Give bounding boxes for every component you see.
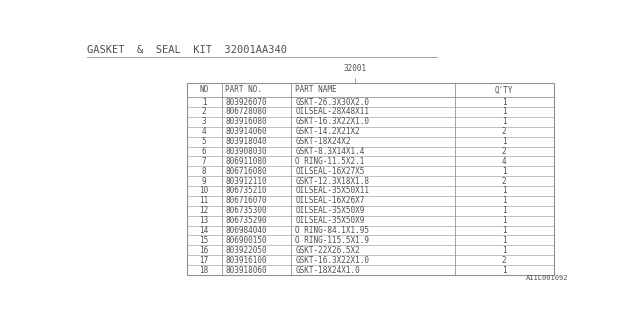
Text: 8: 8 <box>202 167 206 176</box>
Text: 13: 13 <box>200 216 209 225</box>
Text: 32001: 32001 <box>344 64 367 73</box>
Text: 1: 1 <box>502 137 506 146</box>
Text: 12: 12 <box>200 206 209 215</box>
Text: GSKT-18X24X2: GSKT-18X24X2 <box>295 137 351 146</box>
Text: O RING-11.5X2.1: O RING-11.5X2.1 <box>295 157 365 166</box>
Text: 1: 1 <box>502 196 506 205</box>
Text: 9: 9 <box>202 177 206 186</box>
Text: OILSEAL-35X50X11: OILSEAL-35X50X11 <box>295 187 369 196</box>
Text: OILSEAL-16X26X7: OILSEAL-16X26X7 <box>295 196 365 205</box>
Text: 1: 1 <box>502 246 506 255</box>
Text: 803922050: 803922050 <box>225 246 267 255</box>
Text: 806735290: 806735290 <box>225 216 267 225</box>
Text: 1: 1 <box>502 187 506 196</box>
Text: 7: 7 <box>202 157 206 166</box>
Text: 806728080: 806728080 <box>225 108 267 116</box>
Text: 2: 2 <box>502 256 506 265</box>
Text: 1: 1 <box>502 98 506 107</box>
Text: 803912110: 803912110 <box>225 177 267 186</box>
Text: 5: 5 <box>202 137 206 146</box>
Text: 806716080: 806716080 <box>225 167 267 176</box>
Text: 17: 17 <box>200 256 209 265</box>
Text: 2: 2 <box>502 127 506 136</box>
Text: 4: 4 <box>502 157 506 166</box>
Text: 1: 1 <box>202 98 206 107</box>
Text: 1: 1 <box>502 236 506 245</box>
Text: 2: 2 <box>502 147 506 156</box>
Text: GSKT-18X24X1.0: GSKT-18X24X1.0 <box>295 266 360 275</box>
Text: 806900150: 806900150 <box>225 236 267 245</box>
Text: 806735300: 806735300 <box>225 206 267 215</box>
Text: PART NAME: PART NAME <box>295 85 337 94</box>
Text: Q'TY: Q'TY <box>495 85 513 94</box>
Text: 1: 1 <box>502 167 506 176</box>
Text: 14: 14 <box>200 226 209 235</box>
Text: GSKT-12.3X18X1.8: GSKT-12.3X18X1.8 <box>295 177 369 186</box>
Text: NO: NO <box>200 85 209 94</box>
Text: 803918060: 803918060 <box>225 266 267 275</box>
Text: 806735210: 806735210 <box>225 187 267 196</box>
Text: O RING-84.1X1.95: O RING-84.1X1.95 <box>295 226 369 235</box>
Text: OILSEAL-35X50X9: OILSEAL-35X50X9 <box>295 206 365 215</box>
Text: PART NO.: PART NO. <box>225 85 262 94</box>
Text: 15: 15 <box>200 236 209 245</box>
Text: 11: 11 <box>200 196 209 205</box>
Text: OILSEAL-35X50X9: OILSEAL-35X50X9 <box>295 216 365 225</box>
Text: 6: 6 <box>202 147 206 156</box>
Text: 806984040: 806984040 <box>225 226 267 235</box>
Text: 4: 4 <box>202 127 206 136</box>
Text: 803916080: 803916080 <box>225 117 267 126</box>
Text: 1: 1 <box>502 216 506 225</box>
Text: 1: 1 <box>502 266 506 275</box>
Text: 803914060: 803914060 <box>225 127 267 136</box>
Text: 803918040: 803918040 <box>225 137 267 146</box>
Text: 2: 2 <box>502 177 506 186</box>
Text: 803926070: 803926070 <box>225 98 267 107</box>
Text: 2: 2 <box>202 108 206 116</box>
Text: GSKT-22X26.5X2: GSKT-22X26.5X2 <box>295 246 360 255</box>
Text: OILSEAL-16X27X5: OILSEAL-16X27X5 <box>295 167 365 176</box>
Text: O RING-115.5X1.9: O RING-115.5X1.9 <box>295 236 369 245</box>
Text: 3: 3 <box>202 117 206 126</box>
Text: 1: 1 <box>502 117 506 126</box>
Text: A11L001092: A11L001092 <box>526 275 568 281</box>
Text: 1: 1 <box>502 108 506 116</box>
Text: OILSEAL-28X48X11: OILSEAL-28X48X11 <box>295 108 369 116</box>
Text: 18: 18 <box>200 266 209 275</box>
Text: GASKET  &  SEAL  KIT  32001AA340: GASKET & SEAL KIT 32001AA340 <box>88 44 287 54</box>
Text: 1: 1 <box>502 206 506 215</box>
Text: 806911080: 806911080 <box>225 157 267 166</box>
Text: GSKT-8.3X14X1.4: GSKT-8.3X14X1.4 <box>295 147 365 156</box>
Bar <box>187 83 554 275</box>
Text: GSKT-14.2X21X2: GSKT-14.2X21X2 <box>295 127 360 136</box>
Text: 806716070: 806716070 <box>225 196 267 205</box>
Text: 803908030: 803908030 <box>225 147 267 156</box>
Text: GSKT-16.3X22X1.0: GSKT-16.3X22X1.0 <box>295 117 369 126</box>
Text: GSKT-16.3X22X1.0: GSKT-16.3X22X1.0 <box>295 256 369 265</box>
Text: 10: 10 <box>200 187 209 196</box>
Text: GSKT-26.3X30X2.0: GSKT-26.3X30X2.0 <box>295 98 369 107</box>
Text: 1: 1 <box>502 226 506 235</box>
Text: 803916100: 803916100 <box>225 256 267 265</box>
Text: 16: 16 <box>200 246 209 255</box>
